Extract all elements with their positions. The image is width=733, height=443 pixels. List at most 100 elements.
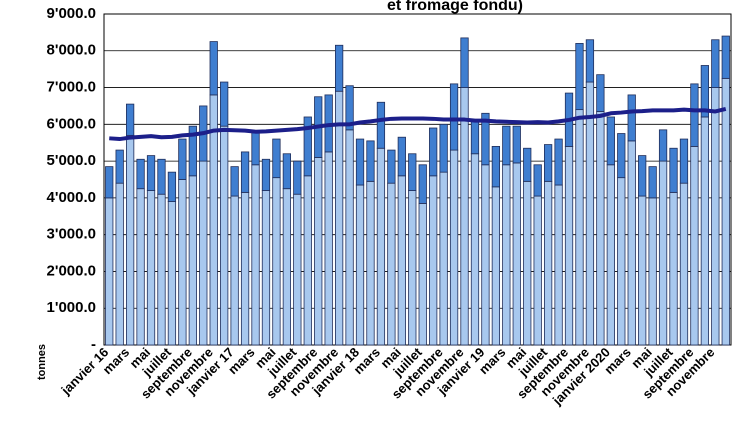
trend-line <box>109 106 727 142</box>
plot-area <box>103 13 732 346</box>
bar-segment <box>523 147 532 182</box>
bar-segment <box>533 195 542 346</box>
bar-segment <box>617 177 626 346</box>
bar-segment <box>397 136 406 177</box>
bar-segment <box>429 127 438 177</box>
bar-segment <box>606 116 615 166</box>
bar-segment <box>251 131 260 166</box>
bar-segment <box>617 133 626 179</box>
bar-segment <box>146 190 156 346</box>
bar-segment <box>564 145 574 346</box>
bar-segment <box>240 191 250 346</box>
bar-segment <box>554 138 563 186</box>
bar-segment <box>544 144 553 182</box>
bar-segment <box>345 85 354 131</box>
bar-segment <box>606 164 615 346</box>
bar-segment <box>293 160 302 195</box>
bar-segment <box>721 77 730 346</box>
bar-segment <box>136 188 145 346</box>
bar-segment <box>585 39 595 83</box>
bar-segment <box>366 180 375 346</box>
bar-segment <box>167 171 177 202</box>
bar-segment <box>711 87 720 346</box>
bar-segment <box>261 190 271 346</box>
bar-segment <box>679 138 689 184</box>
bar-segment <box>491 186 500 346</box>
bar-segment <box>115 149 124 184</box>
bar-segment <box>658 160 668 346</box>
bar-segment <box>178 179 187 346</box>
bar-segment <box>638 195 647 346</box>
y-tick-label: 7'000.0 <box>47 79 96 96</box>
bar-segment <box>439 171 448 346</box>
bar-segment <box>460 87 469 346</box>
bar-segment <box>575 43 584 111</box>
bar-segment <box>544 180 553 346</box>
bar-segment <box>355 184 365 346</box>
bar-segment <box>700 116 710 346</box>
bar-segment <box>648 166 657 199</box>
chart-title: et fromage fondu) <box>387 0 523 14</box>
bar-segment <box>596 111 605 346</box>
bar-segment <box>167 201 177 346</box>
bar-segment <box>240 151 250 193</box>
bar-segment <box>585 81 595 346</box>
y-axis-label: tonnes <box>36 344 48 380</box>
bar-segment <box>669 191 678 346</box>
bar-segment <box>502 125 511 166</box>
bar-segment <box>209 41 218 96</box>
bar-segment <box>669 147 678 193</box>
bar-segment <box>470 120 480 155</box>
bar-segment <box>439 123 448 173</box>
bar-segment <box>523 180 532 346</box>
bar-segment <box>188 125 197 177</box>
bar-segment <box>627 94 636 142</box>
bar-segment <box>220 125 229 346</box>
bar-segment <box>470 153 480 346</box>
bar-segment <box>293 193 302 346</box>
bar-segment <box>721 35 730 79</box>
bar-segment <box>700 65 710 118</box>
bar-segment <box>690 83 699 147</box>
y-tick-label: 9'000.0 <box>47 5 96 22</box>
bar-segment <box>178 138 187 180</box>
bar-segment <box>230 195 239 346</box>
bar-segment <box>575 109 584 346</box>
bar-segment <box>418 203 427 346</box>
bar-segment <box>512 125 521 164</box>
bar-segment <box>502 164 511 346</box>
y-tick-label: - <box>91 336 96 353</box>
bar-segment <box>157 193 166 346</box>
bar-segment <box>481 164 490 346</box>
bar-segment <box>220 81 229 127</box>
bar-segment <box>460 37 469 88</box>
bar-segment <box>146 155 156 191</box>
bar-segment <box>251 164 260 346</box>
y-tick-label: 6'000.0 <box>47 115 96 132</box>
bar-segment <box>115 182 124 346</box>
bar-segment <box>282 188 291 346</box>
y-tick-label: 3'000.0 <box>47 226 96 243</box>
bar-segment <box>512 162 521 346</box>
bar-segment <box>334 44 344 92</box>
bar-segment <box>324 151 333 346</box>
bar-segment <box>126 103 135 136</box>
y-tick-label: 8'000.0 <box>47 42 96 59</box>
bar-segment <box>272 138 281 179</box>
bar-segment <box>355 138 365 186</box>
bar-segment <box>596 74 605 112</box>
bar-segment <box>638 155 647 197</box>
bar-segment <box>627 140 636 346</box>
bar-segment <box>554 184 563 346</box>
bar-segment <box>387 182 396 346</box>
bar-segment <box>711 39 720 88</box>
bar-segment <box>345 129 354 346</box>
bar-segment <box>126 134 135 346</box>
y-tick-label: 4'000.0 <box>47 189 96 206</box>
bar-segment <box>429 175 438 346</box>
bar-segment <box>334 90 344 346</box>
bar-segment <box>418 164 427 204</box>
bar-segment <box>679 182 689 346</box>
bar-segment <box>230 166 239 197</box>
